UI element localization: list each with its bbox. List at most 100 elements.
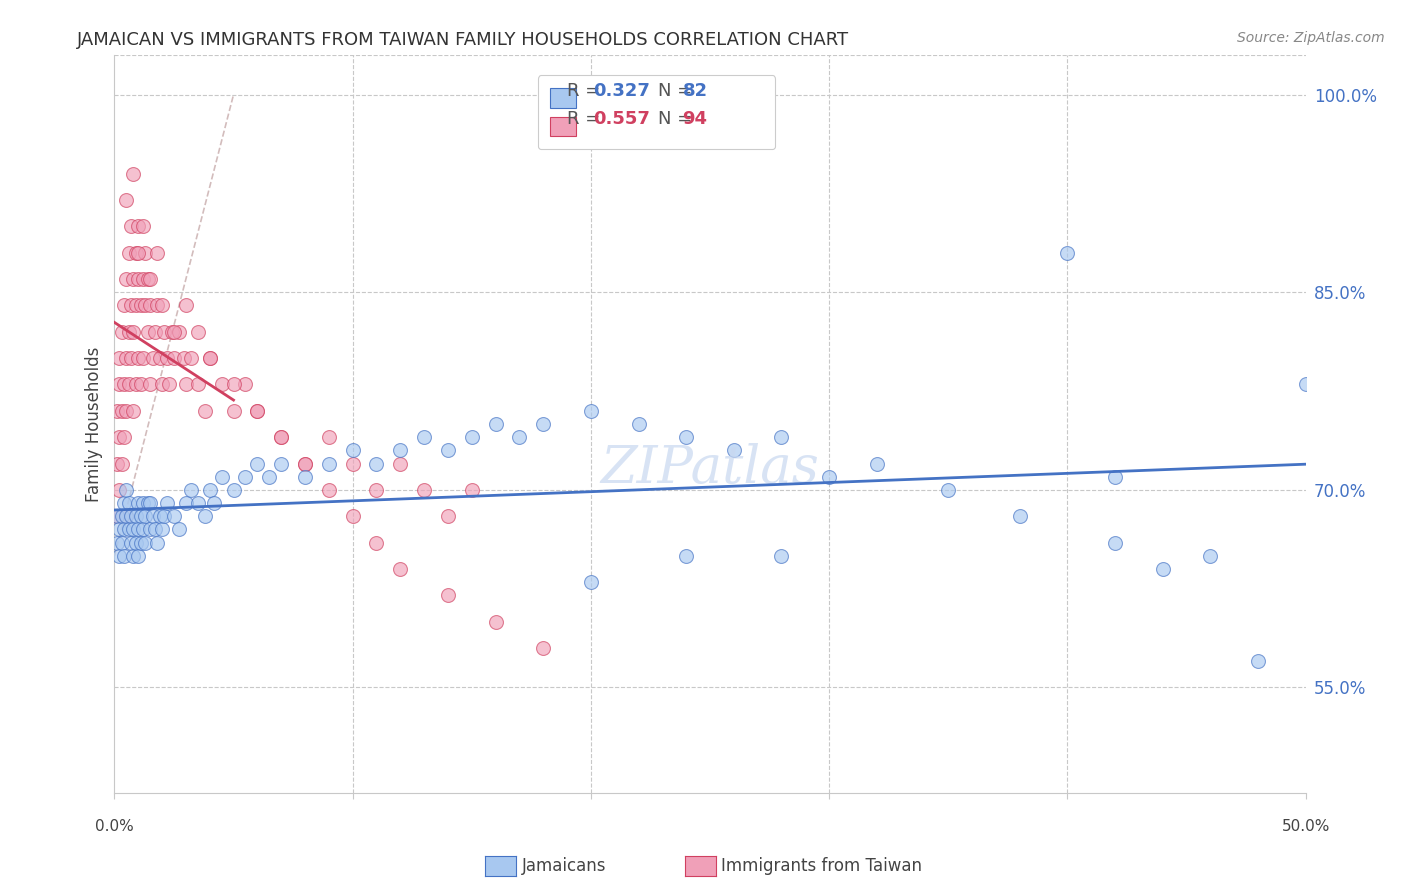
Point (318, 483, 340, 497)
Point (531, 417, 554, 431)
Point (122, 272, 145, 286)
Point (389, 443, 412, 458)
Point (136, 496, 159, 510)
Legend:                               ,                               : , (537, 75, 775, 149)
Point (110, 535, 132, 549)
Point (112, 522, 135, 536)
Point (1295, 377, 1317, 392)
Point (127, 522, 149, 536)
Point (143, 522, 166, 536)
Point (531, 640, 554, 655)
Point (139, 272, 162, 286)
Point (105, 509, 128, 524)
Point (108, 377, 131, 392)
Point (132, 496, 155, 510)
Text: R =: R = (567, 82, 606, 101)
Point (156, 351, 179, 365)
Point (127, 245, 149, 260)
Point (204, 496, 226, 510)
Point (143, 325, 166, 339)
Point (270, 457, 292, 471)
Point (139, 298, 162, 312)
Point (1199, 549, 1222, 563)
Point (866, 457, 889, 471)
Point (484, 615, 506, 629)
Text: 82: 82 (682, 82, 707, 101)
Point (134, 535, 156, 549)
Point (194, 404, 217, 418)
Point (627, 417, 650, 431)
Point (125, 377, 148, 392)
Point (115, 272, 138, 286)
Point (132, 219, 155, 234)
Point (132, 272, 155, 286)
Point (136, 272, 159, 286)
Point (118, 377, 141, 392)
Point (198, 351, 221, 365)
Point (294, 457, 316, 471)
Text: Source: ZipAtlas.com: Source: ZipAtlas.com (1237, 31, 1385, 45)
Point (122, 549, 145, 563)
Point (342, 509, 364, 524)
Point (112, 298, 135, 312)
Point (675, 430, 697, 444)
Point (770, 549, 793, 563)
Point (366, 535, 388, 549)
Point (187, 496, 209, 510)
Point (437, 509, 460, 524)
Point (222, 483, 245, 497)
Point (413, 483, 436, 497)
Point (167, 325, 190, 339)
Point (211, 377, 233, 392)
Point (818, 469, 841, 483)
Text: 0.327: 0.327 (593, 82, 650, 101)
Point (174, 377, 197, 392)
Point (270, 430, 292, 444)
Point (115, 193, 138, 207)
Point (484, 417, 506, 431)
Point (108, 351, 131, 365)
Point (118, 522, 141, 536)
Point (770, 430, 793, 444)
Point (1056, 245, 1078, 260)
Point (112, 377, 135, 392)
Point (127, 549, 149, 563)
Point (122, 167, 145, 181)
Point (112, 430, 135, 444)
Point (437, 443, 460, 458)
Point (187, 325, 209, 339)
Point (198, 351, 221, 365)
Point (108, 522, 131, 536)
Point (125, 298, 148, 312)
Point (115, 404, 138, 418)
Point (675, 549, 697, 563)
Point (105, 404, 128, 418)
Point (389, 562, 412, 576)
Point (508, 430, 530, 444)
Point (1152, 562, 1174, 576)
Text: N =: N = (658, 82, 697, 101)
Point (122, 522, 145, 536)
Point (108, 483, 131, 497)
Point (139, 522, 162, 536)
Point (146, 535, 169, 549)
Point (173, 351, 195, 365)
Point (1247, 654, 1270, 668)
Point (118, 325, 141, 339)
Point (120, 298, 142, 312)
Point (150, 377, 173, 392)
Text: Jamaicans: Jamaicans (522, 857, 606, 875)
Point (163, 351, 186, 365)
Point (115, 351, 138, 365)
Point (461, 483, 484, 497)
Point (110, 325, 132, 339)
Point (134, 509, 156, 524)
Point (105, 457, 128, 471)
Point (222, 377, 245, 392)
Point (132, 522, 155, 536)
Point (150, 522, 173, 536)
Point (1104, 469, 1126, 483)
Point (194, 509, 217, 524)
Point (134, 298, 156, 312)
Point (132, 351, 155, 365)
